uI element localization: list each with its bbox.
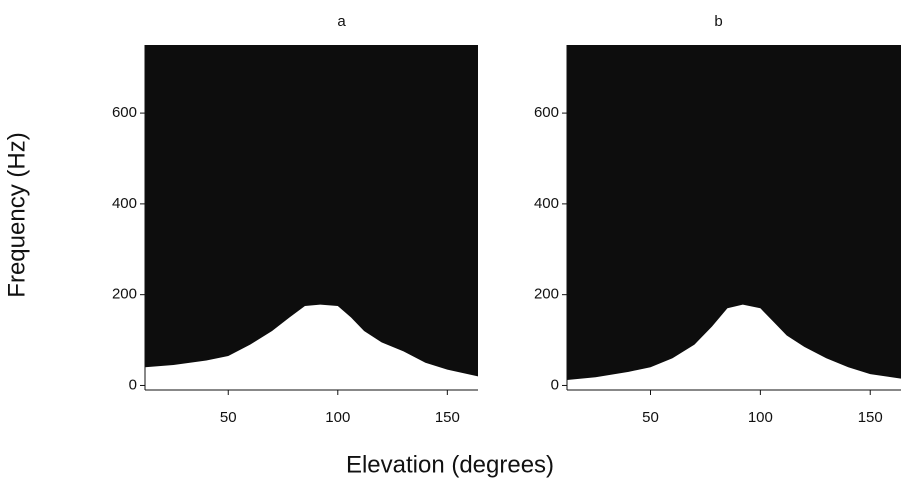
panel-title: a (337, 13, 346, 30)
y-tick-label: 400 (534, 195, 559, 212)
x-tick-label: 50 (642, 409, 659, 426)
spectrum-area (567, 304, 901, 390)
y-tick-label: 0 (551, 376, 559, 393)
plot-area (145, 304, 478, 390)
y-tick-label: 600 (534, 104, 559, 121)
y-tick-label: 600 (112, 104, 137, 121)
y-tick-label: 200 (112, 286, 137, 303)
panel-title: b (714, 13, 722, 30)
x-tick-label: 100 (748, 409, 773, 426)
x-tick-label: 150 (858, 409, 883, 426)
y-tick-label: 0 (129, 376, 137, 393)
x-tick-label: 150 (435, 409, 460, 426)
x-tick-label: 100 (325, 409, 350, 426)
plot-area (567, 304, 901, 390)
x-axis-label: Elevation (degrees) (346, 451, 554, 478)
y-axis-label: Frequency (Hz) (3, 132, 30, 297)
y-tick-label: 200 (534, 286, 559, 303)
spectrum-area (145, 304, 478, 390)
x-tick-label: 50 (220, 409, 237, 426)
y-tick-label: 400 (112, 195, 137, 212)
